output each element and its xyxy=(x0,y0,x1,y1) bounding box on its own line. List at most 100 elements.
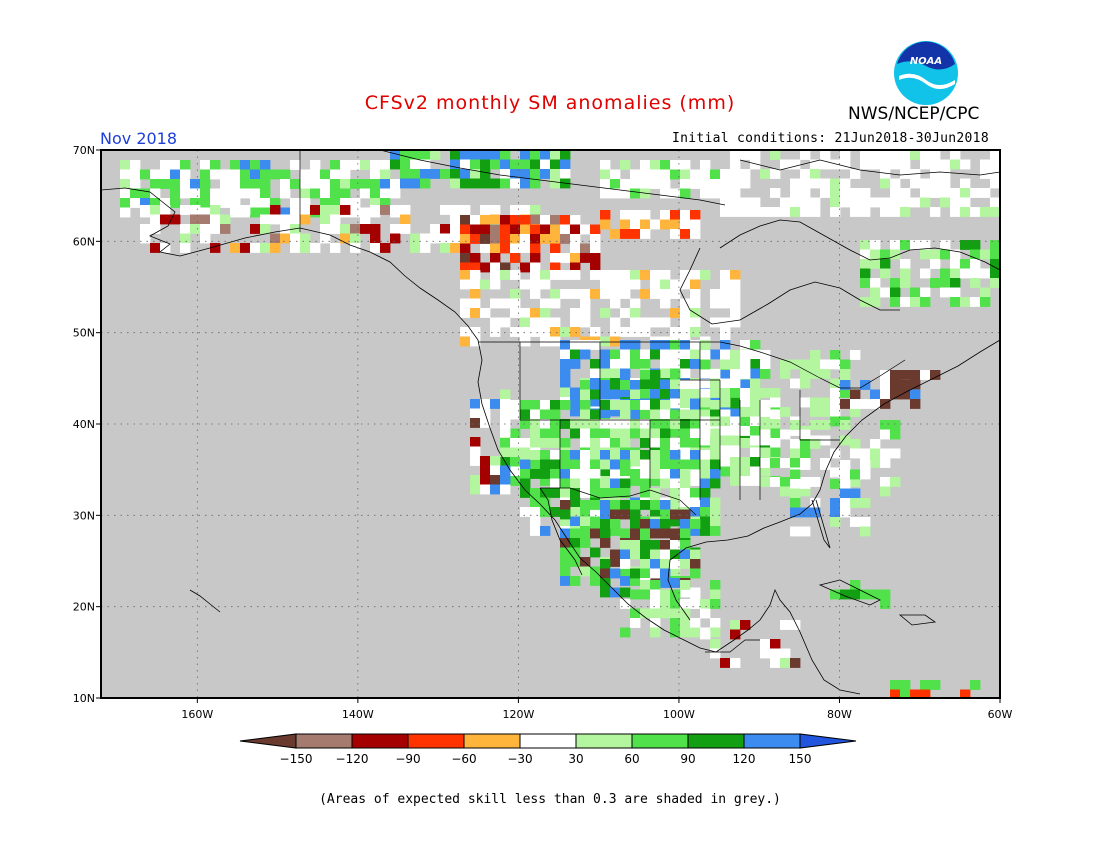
anomaly-cell xyxy=(610,428,621,439)
anomaly-cell xyxy=(530,450,541,460)
anomaly-cell xyxy=(520,205,531,215)
anomaly-cell xyxy=(810,507,821,518)
anomaly-cell xyxy=(560,159,571,170)
anomaly-cell xyxy=(760,448,771,459)
anomaly-cell xyxy=(770,438,781,448)
anomaly-cell xyxy=(250,160,261,170)
anomaly-cell xyxy=(750,435,761,446)
anomaly-cell xyxy=(520,469,531,479)
anomaly-cell xyxy=(730,317,741,328)
anomaly-cell xyxy=(510,400,521,410)
anomaly-cell xyxy=(840,178,851,189)
anomaly-cell xyxy=(930,207,941,217)
anomaly-cell xyxy=(540,224,551,235)
anomaly-cell xyxy=(880,150,891,160)
anomaly-cell xyxy=(650,589,661,600)
anomaly-cell xyxy=(760,207,771,217)
anomaly-cell xyxy=(490,178,501,189)
anomaly-cell xyxy=(610,169,621,180)
anomaly-cell xyxy=(600,210,611,220)
anomaly-cell xyxy=(630,500,641,510)
anomaly-cell xyxy=(140,224,151,234)
anomaly-cell xyxy=(150,205,161,215)
anomaly-cell xyxy=(620,459,631,470)
anomaly-cell xyxy=(930,188,941,198)
anomaly-cell xyxy=(920,150,931,160)
anomaly-cell xyxy=(690,340,701,350)
anomaly-cell xyxy=(450,169,461,179)
anomaly-cell xyxy=(650,549,661,560)
anomaly-cell xyxy=(840,388,851,398)
anomaly-cell xyxy=(480,169,491,179)
anomaly-cell xyxy=(230,205,241,215)
noaa-logo-text: NOAA xyxy=(910,56,942,67)
anomaly-cell xyxy=(600,169,611,180)
anomaly-cell xyxy=(880,448,891,459)
anomaly-cell xyxy=(480,262,491,273)
anomaly-cell xyxy=(770,419,781,429)
anomaly-cell xyxy=(970,259,981,269)
anomaly-cell xyxy=(610,389,621,400)
anomaly-cell xyxy=(290,179,301,189)
anomaly-cell xyxy=(750,466,761,477)
anomaly-cell xyxy=(610,450,621,460)
anomaly-cell xyxy=(720,279,731,290)
anomaly-cell xyxy=(300,233,311,244)
anomaly-cell xyxy=(630,450,641,460)
anomaly-cell xyxy=(660,349,671,360)
anomaly-cell xyxy=(830,407,841,417)
anomaly-cell xyxy=(550,159,561,170)
anomaly-cell xyxy=(880,399,891,409)
anomaly-cell xyxy=(230,160,241,170)
anomaly-cell xyxy=(170,169,181,180)
anomaly-cell xyxy=(160,214,171,225)
anomaly-cell xyxy=(960,689,971,698)
anomaly-cell xyxy=(310,243,321,253)
anomaly-cell xyxy=(370,188,381,199)
anomaly-cell xyxy=(660,469,671,479)
anomaly-cell xyxy=(520,243,531,253)
anomaly-cell xyxy=(770,169,781,179)
anomaly-cell xyxy=(670,210,681,220)
anomaly-cell xyxy=(540,476,551,486)
lat-tick-label: 70N xyxy=(73,144,95,157)
anomaly-cell xyxy=(560,349,571,360)
anomaly-cell xyxy=(460,336,471,347)
anomaly-cell xyxy=(820,397,831,408)
anomaly-cell xyxy=(700,629,711,640)
anomaly-cell xyxy=(710,435,721,446)
anomaly-cell xyxy=(610,359,621,369)
anomaly-cell xyxy=(450,205,461,215)
anomaly-cell xyxy=(580,389,591,400)
anomaly-cell xyxy=(620,587,631,598)
anomaly-cell xyxy=(210,214,221,225)
anomaly-cell xyxy=(770,648,781,659)
anomaly-cell xyxy=(120,169,131,180)
anomaly-cell xyxy=(700,416,711,427)
anomaly-cell xyxy=(600,389,611,400)
anomaly-cell xyxy=(800,178,811,189)
anomaly-cell xyxy=(920,159,931,170)
anomaly-cell xyxy=(720,426,731,436)
anomaly-cell xyxy=(620,308,631,318)
anomaly-cell xyxy=(630,509,641,520)
anomaly-cell xyxy=(290,233,301,244)
anomaly-cell xyxy=(470,475,481,485)
anomaly-cell xyxy=(760,435,771,446)
anomaly-cell xyxy=(520,409,531,420)
anomaly-cell xyxy=(700,608,711,619)
anomaly-cell xyxy=(970,207,981,217)
anomaly-cell xyxy=(850,439,861,449)
anomaly-cell xyxy=(880,380,891,390)
legend-swatch xyxy=(351,733,409,749)
anomaly-cell xyxy=(920,178,931,189)
anomaly-cell xyxy=(570,270,581,280)
anomaly-cell xyxy=(500,298,511,309)
anomaly-cell xyxy=(980,268,991,279)
anomaly-cell xyxy=(660,409,671,420)
anomaly-cell xyxy=(800,507,811,518)
anomaly-cell xyxy=(560,547,571,558)
political-border xyxy=(540,487,697,516)
anomaly-cell xyxy=(610,188,621,199)
anomaly-cell xyxy=(560,500,571,510)
